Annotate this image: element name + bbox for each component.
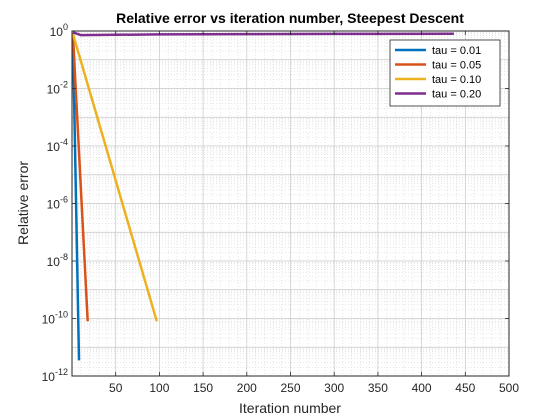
x-tick-label: 300 xyxy=(324,381,344,395)
legend-label: tau = 0.20 xyxy=(432,89,481,101)
x-tick-label: 50 xyxy=(109,381,123,395)
legend-label: tau = 0.10 xyxy=(432,74,481,86)
chart-title: Relative error vs iteration number, Stee… xyxy=(116,10,464,26)
x-tick-label: 100 xyxy=(149,381,169,395)
y-tick-label: 100 xyxy=(50,22,68,39)
series-line xyxy=(71,33,89,322)
x-tick-label: 200 xyxy=(237,381,257,395)
x-tick-label: 150 xyxy=(193,381,213,395)
y-tick-label: 10-12 xyxy=(42,367,68,384)
y-tick-label: 10-4 xyxy=(47,137,68,154)
x-tick-label: 350 xyxy=(368,381,388,395)
y-tick-label: 10-8 xyxy=(47,252,68,269)
legend: tau = 0.01 tau = 0.05 tau = 0.10 tau = 0.20 xyxy=(389,39,501,107)
x-ticks: 50 100 150 200 250 300 350 400 450 500 xyxy=(109,31,519,395)
legend-label: tau = 0.05 xyxy=(432,60,481,72)
x-tick-label: 450 xyxy=(455,381,475,395)
series-line xyxy=(71,33,158,322)
x-tick-label: 250 xyxy=(280,381,300,395)
y-ticks: 100 10-2 10-4 10-6 10-8 10-10 10-12 xyxy=(42,22,509,384)
legend-label: tau = 0.01 xyxy=(432,45,481,57)
y-axis-label: Relative error xyxy=(15,161,31,245)
y-tick-label: 10-2 xyxy=(47,80,68,97)
x-tick-label: 400 xyxy=(412,381,432,395)
y-tick-label: 10-6 xyxy=(47,195,68,212)
y-tick-label: 10-10 xyxy=(42,310,68,327)
x-tick-label: 500 xyxy=(499,381,519,395)
x-axis-label: Iteration number xyxy=(239,400,341,416)
